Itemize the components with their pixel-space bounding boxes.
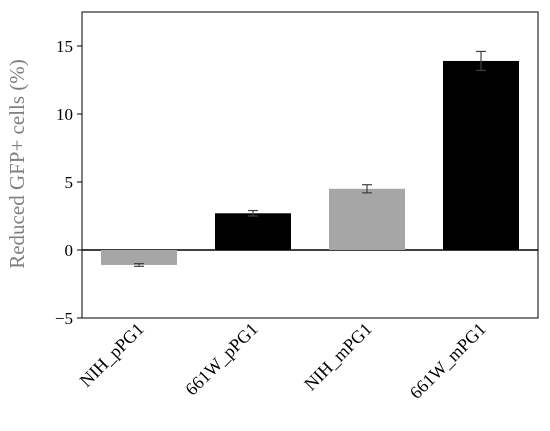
x-tick-label: NIH_mPG1 [300, 319, 376, 395]
x-tick-label: NIH_pPG1 [76, 319, 148, 391]
bar-661w-mpg1 [443, 60, 519, 251]
error-bar-nih-mpg1 [362, 184, 372, 194]
error-bar-661w-ppg1 [248, 209, 258, 217]
y-tick-label: 15 [56, 37, 73, 56]
y-tick-label: −5 [55, 309, 73, 328]
y-axis-title: Reduced GFP+ cells (%) [5, 59, 29, 269]
x-tick-label: 661W_pPG1 [181, 319, 262, 400]
y-tick-label: 0 [65, 241, 74, 260]
error-bar-nih-ppg1 [134, 263, 144, 267]
error-bar-661w-mpg1 [476, 50, 486, 72]
bar-661w-ppg1 [215, 213, 291, 250]
plot-area-frame [81, 11, 539, 319]
bar-nih-ppg1 [101, 250, 177, 265]
bar-nih-mpg1 [329, 188, 405, 250]
y-tick-label: 5 [65, 173, 74, 192]
x-tick-label: 661W_mPG1 [406, 319, 490, 403]
y-tick-label: 10 [56, 105, 73, 124]
